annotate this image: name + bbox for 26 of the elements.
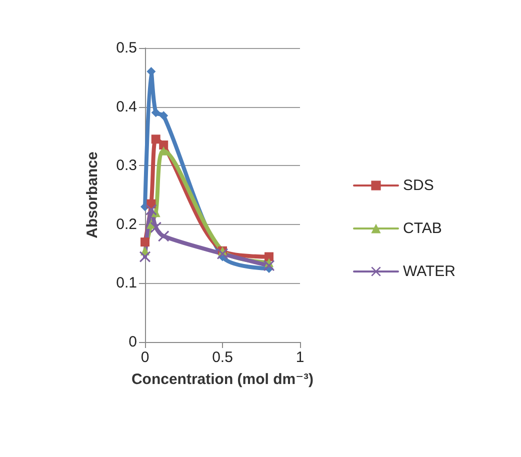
legend-label: SDS <box>403 177 434 194</box>
y-axis-title: Absorbance <box>84 152 101 238</box>
y-tick-label: 0.1 <box>116 274 137 292</box>
point <box>140 238 150 247</box>
y-tick-label: 0.3 <box>116 157 137 174</box>
point <box>159 140 168 150</box>
x-tick-label: 0.5 <box>212 349 233 366</box>
point <box>217 248 228 260</box>
x-tick-label: 1 <box>296 349 304 366</box>
point <box>151 134 160 144</box>
point <box>159 111 168 120</box>
x-axis-title: Concentration (mol dm⁻³) <box>131 371 314 388</box>
point <box>264 260 274 272</box>
point <box>264 252 274 262</box>
y-tick-label: 0.5 <box>116 40 137 56</box>
point <box>146 204 157 216</box>
y-tick-label: 0.2 <box>116 216 137 233</box>
y-tick-label: 0.4 <box>116 98 137 116</box>
y-tick-label: 0 <box>128 334 137 350</box>
point <box>158 230 170 242</box>
point <box>140 251 150 262</box>
legend-label: CTAB <box>403 220 442 237</box>
legend-label: WATER <box>403 263 456 280</box>
point <box>150 222 162 233</box>
point <box>151 108 160 118</box>
x-tick-label: 0 <box>140 349 150 366</box>
